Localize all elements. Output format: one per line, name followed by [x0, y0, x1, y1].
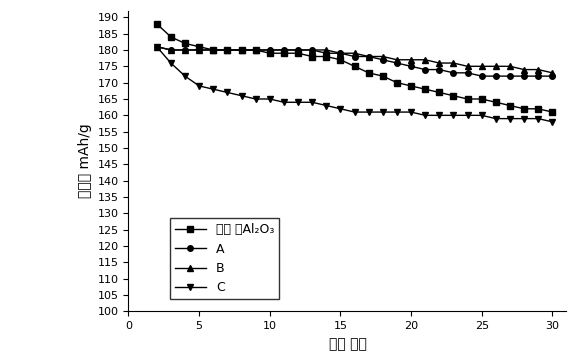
Legend: 未包 覆Al₂O₃, A, B, C: 未包 覆Al₂O₃, A, B, C — [170, 218, 279, 299]
X-axis label: 循环 次数: 循环 次数 — [329, 337, 366, 351]
Y-axis label: 比容量 mAh/g: 比容量 mAh/g — [78, 124, 92, 198]
